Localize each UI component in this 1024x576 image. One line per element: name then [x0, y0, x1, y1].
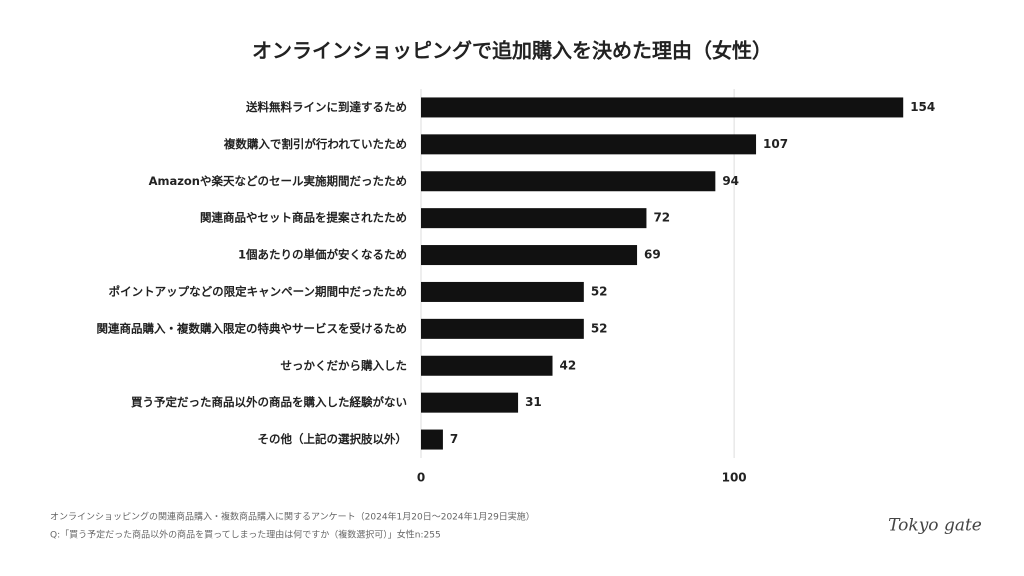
value-label: 72 — [653, 211, 670, 225]
bar — [421, 97, 904, 118]
footnote: Q:「買う予定だった商品以外の商品を買ってしまった理由は何ですか（複数選択可）」… — [50, 529, 441, 541]
bar — [421, 318, 584, 339]
bar — [421, 134, 757, 155]
value-label: 154 — [910, 100, 935, 114]
bar — [421, 171, 716, 192]
y-tick-label: 複数購入で割引が行われていたため — [223, 137, 407, 151]
value-label: 42 — [560, 358, 577, 372]
value-label: 7 — [450, 432, 458, 446]
y-tick-label: その他（上記の選択肢以外） — [258, 432, 408, 446]
x-tick-label: 100 — [722, 471, 747, 485]
y-tick-label: 買う予定だった商品以外の商品を購入した経験がない — [131, 395, 407, 409]
footnote: オンラインショッピングの関連商品購入・複数商品購入に関するアンケート（2024年… — [50, 511, 535, 523]
x-tick-label: 0 — [417, 471, 425, 485]
y-tick-label: 関連商品購入・複数購入限定の特典やサービスを受けるため — [97, 321, 408, 335]
bar — [421, 208, 647, 229]
value-label: 94 — [722, 174, 739, 188]
logo: Tokyo gate — [888, 516, 982, 536]
bar — [421, 355, 553, 376]
chart-title: オンラインショッピングで追加購入を決めた理由（女性） — [252, 39, 772, 63]
bar — [421, 245, 638, 266]
value-label: 107 — [763, 137, 788, 151]
y-tick-label: 関連商品やセット商品を提案されたため — [200, 211, 407, 225]
bar — [421, 281, 584, 302]
y-tick-label: せっかくだから購入した — [281, 358, 408, 372]
value-label: 69 — [644, 248, 661, 262]
y-tick-label: 1個あたりの単価が安くなるため — [238, 248, 407, 262]
bar — [421, 429, 443, 450]
value-label: 52 — [591, 321, 608, 335]
y-tick-label: ポイントアップなどの限定キャンペーン期間中だったため — [109, 284, 407, 298]
value-label: 52 — [591, 284, 608, 298]
value-label: 31 — [525, 395, 542, 409]
y-tick-label: 送料無料ラインに到達するため — [245, 100, 407, 114]
y-tick-label: Amazonや楽天などのセール実施期間だったため — [149, 174, 407, 188]
bar — [421, 392, 519, 413]
